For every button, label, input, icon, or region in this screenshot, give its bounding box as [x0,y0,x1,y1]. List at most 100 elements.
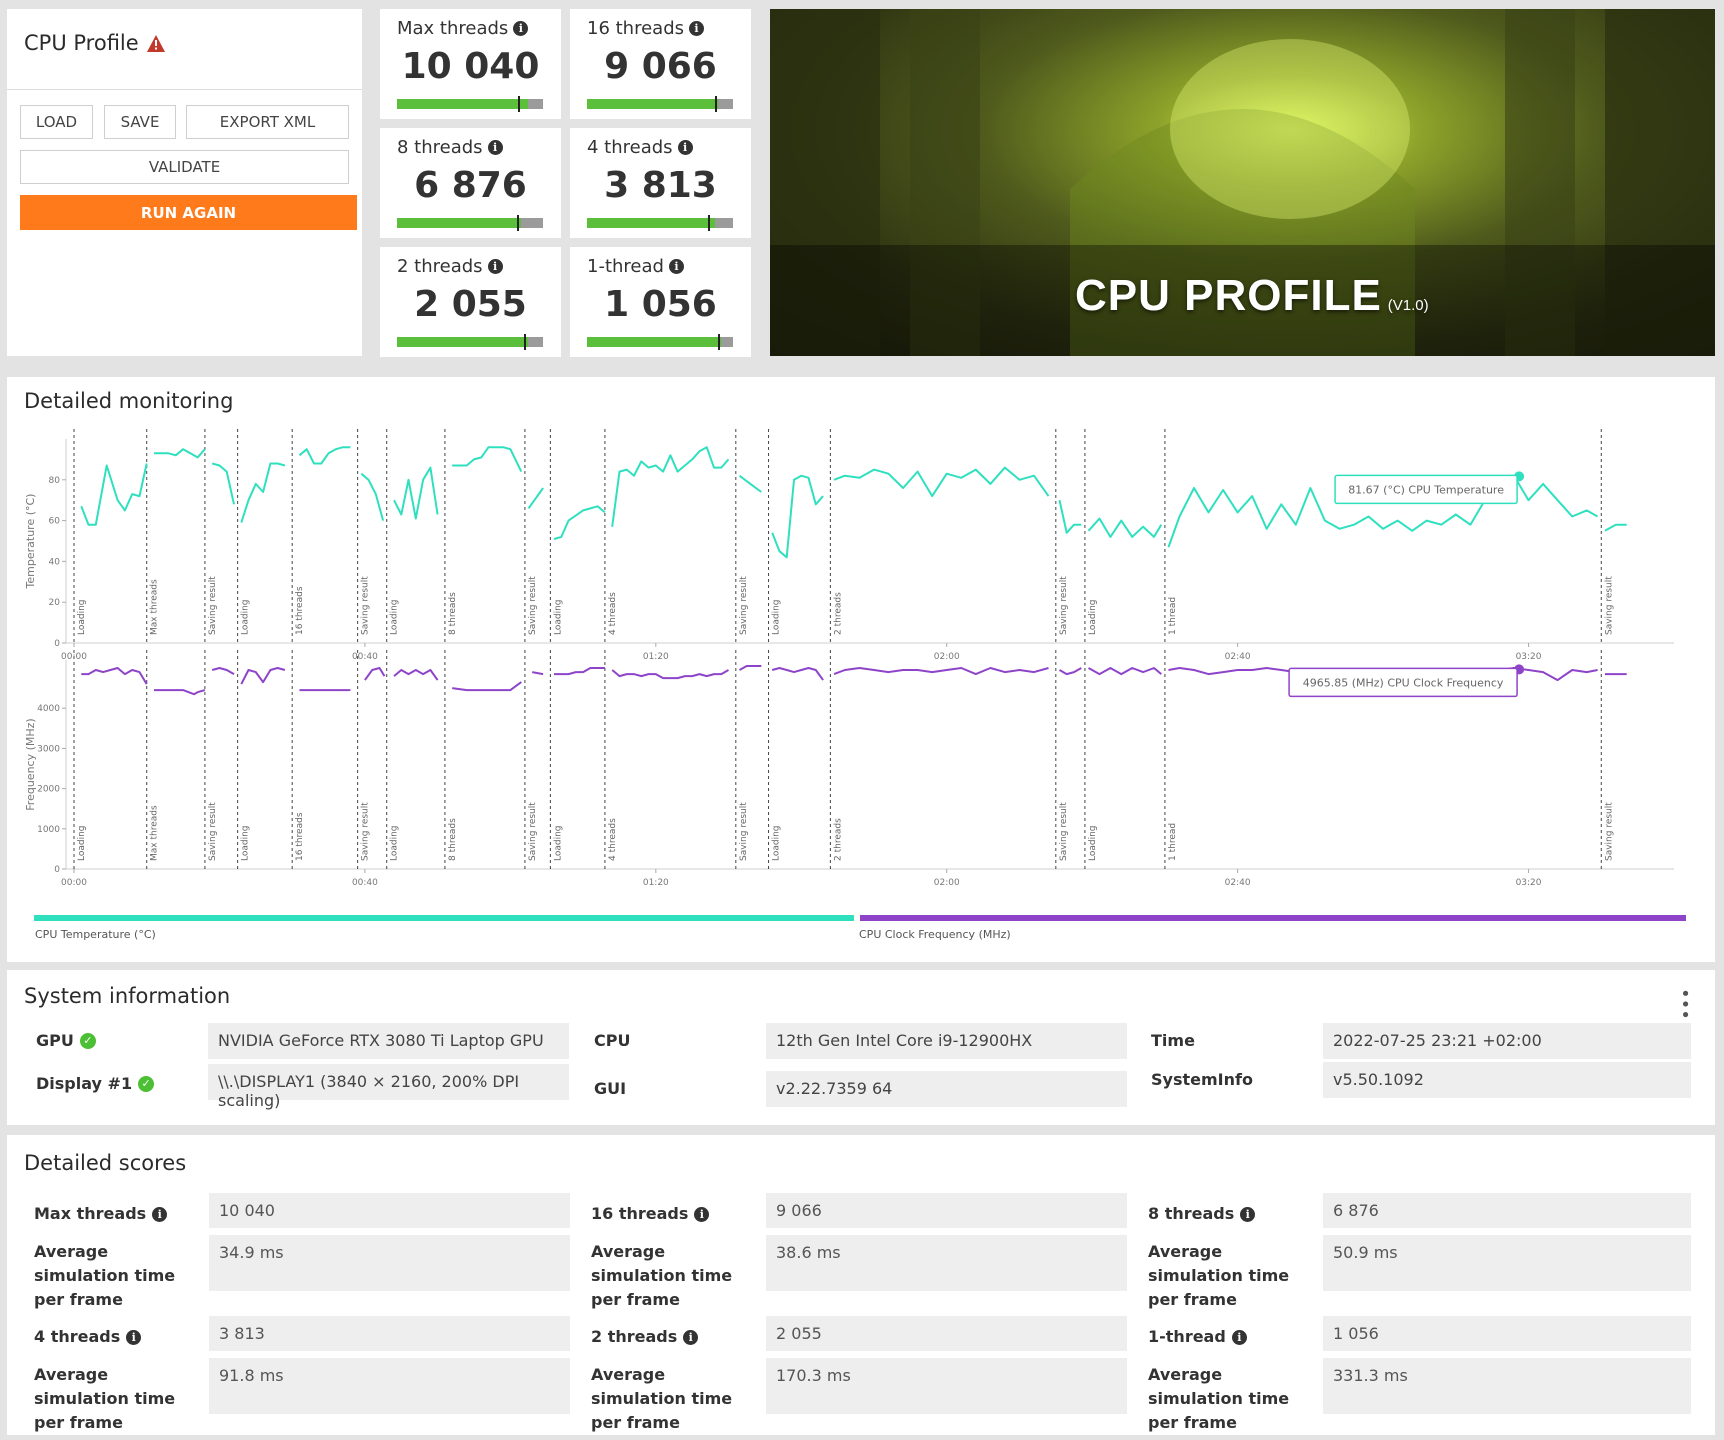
phase-marker-label: Loading [1088,825,1098,861]
info-icon[interactable]: i [683,1329,699,1345]
score-label-text: 1-thread [1148,1327,1226,1346]
y-tick-label: 80 [49,476,61,486]
gui-value: v2.22.7359 64 [766,1071,1127,1107]
x-tick-label: 02:40 [1225,878,1251,888]
temp-series-line [771,474,824,559]
phase-marker-label: Saving result [528,802,538,861]
legend-freq-line[interactable] [860,915,1686,921]
phase-marker-label: 8 threads [448,818,458,861]
x-tick-label: 00:40 [352,652,378,662]
info-icon[interactable]: i [487,140,503,155]
validate-button[interactable]: VALIDATE [20,150,349,184]
phase-marker-label: 1 thread [1168,823,1178,861]
tile-label-text: 16 threads [587,18,685,39]
system-info-title: System information [24,984,231,1008]
info-icon[interactable]: i [694,1206,710,1222]
freq-series-line [611,669,729,680]
x-tick-label: 02:00 [934,652,960,662]
phase-marker-label: Loading [77,825,87,861]
score-value: 1 056 [1323,1316,1691,1351]
freq-series-line [211,667,235,675]
tile-score-value: 1 056 [604,284,717,325]
freq-tooltip-box [1288,667,1518,698]
phase-marker-label: 4 threads [608,592,618,635]
phase-marker-label: Loading [241,599,251,635]
y-tick-label: 4000 [37,704,60,714]
profile-card: CPU Profile LOAD SAVE EXPORT XML VALIDAT… [7,9,362,356]
score-sublabel: Average simulation time per frame [591,1242,733,1309]
score-progress-marker [516,215,519,231]
monitoring-charts: 0 20 40 60 80 Temperature (°C) 00:00 00:40 01:20… [24,429,1674,888]
phase-marker-label: Saving result [739,802,749,861]
temp-series-line [553,505,606,540]
x-tick-label: 03:20 [1516,652,1542,662]
y-axis-label: Temperature (°C) [24,494,37,590]
banner-version: (V1.0) [1387,297,1429,314]
temp-series-line [452,446,523,473]
phase-marker-label: 2 threads [833,592,843,635]
phase-marker-label: Loading [553,599,563,635]
kebab-menu-icon[interactable]: ••• [1674,988,1695,1020]
temp-series-line [1058,499,1082,534]
tile-label-text: 8 threads [397,137,483,158]
info-icon[interactable]: i [126,1329,142,1345]
tile-label: 8 threads i [397,137,503,158]
score-label: 4 threads i [34,1325,142,1349]
info-icon[interactable]: i [1240,1206,1256,1222]
score-tile: 8 threads i 6 876 [380,128,561,238]
tile-label: 4 threads i [587,137,693,158]
load-button[interactable]: LOAD [20,105,93,139]
info-icon[interactable]: i [677,140,693,155]
phase-marker-label: Max threads [150,579,160,635]
banner-title: CPU PROFILE (V1.0) [1075,271,1429,321]
banner-artwork [770,9,1715,356]
score-progress-fill [587,99,719,109]
run-again-button[interactable]: RUN AGAIN [20,195,357,230]
legend-temp-line[interactable] [34,915,854,921]
temp-series-line [154,448,206,459]
score-label-text: 2 threads [591,1327,678,1346]
tile-label-text: 4 threads [587,137,673,158]
score-tile: Max threads i 10 040 [380,9,561,119]
score-progress-fill [397,218,522,228]
score-sublabel: Average simulation time per frame [1148,1365,1290,1432]
systeminfo-label: SystemInfo [1151,1070,1253,1089]
phase-marker-label: Saving result [739,576,749,635]
score-tile: 1-thread i 1 056 [570,247,751,357]
tile-label: 1-thread i [587,256,684,277]
x-tick-label: 01:20 [643,652,669,662]
y-tick-label: 0 [54,639,60,649]
phase-marker-label: Loading [553,825,563,861]
info-icon[interactable]: i [689,21,705,36]
info-icon[interactable]: i [1231,1329,1247,1345]
score-progress-fill [587,337,722,347]
info-icon[interactable]: i [668,259,684,274]
gpu-label: GPU ✓ [36,1031,96,1050]
temp-series-line [393,466,439,520]
info-icon[interactable]: i [487,259,503,274]
freq-series-line [1088,667,1162,676]
freq-series-line [554,667,605,676]
gui-label: GUI [594,1079,627,1098]
phase-marker-label: Loading [772,825,782,861]
info-icon[interactable]: i [513,21,529,36]
save-button[interactable]: SAVE [104,105,176,139]
freq-series-line [240,667,286,685]
export-xml-button[interactable]: EXPORT XML [186,105,349,139]
display-value: \\.\DISPLAY1 (3840 × 2160, 200% DPI scal… [208,1064,569,1110]
phase-marker-label: Loading [77,599,87,635]
info-icon[interactable]: i [152,1206,168,1222]
phase-marker-label: Saving result [528,576,538,635]
x-tick-label: 03:20 [1516,878,1542,888]
temp-series-line [611,446,730,527]
display-label: Display #1 ✓ [36,1074,155,1093]
score-label: 16 threads i [591,1202,710,1226]
time-per-frame-value: 91.8 ms [209,1358,570,1414]
freq-series-line [364,667,386,681]
temp-series-line [1167,474,1599,548]
y-tick-label: 0 [54,865,60,875]
score-progress-marker [718,334,721,350]
score-label: Max threads i [34,1202,168,1226]
score-label-text: 8 threads [1148,1204,1235,1223]
